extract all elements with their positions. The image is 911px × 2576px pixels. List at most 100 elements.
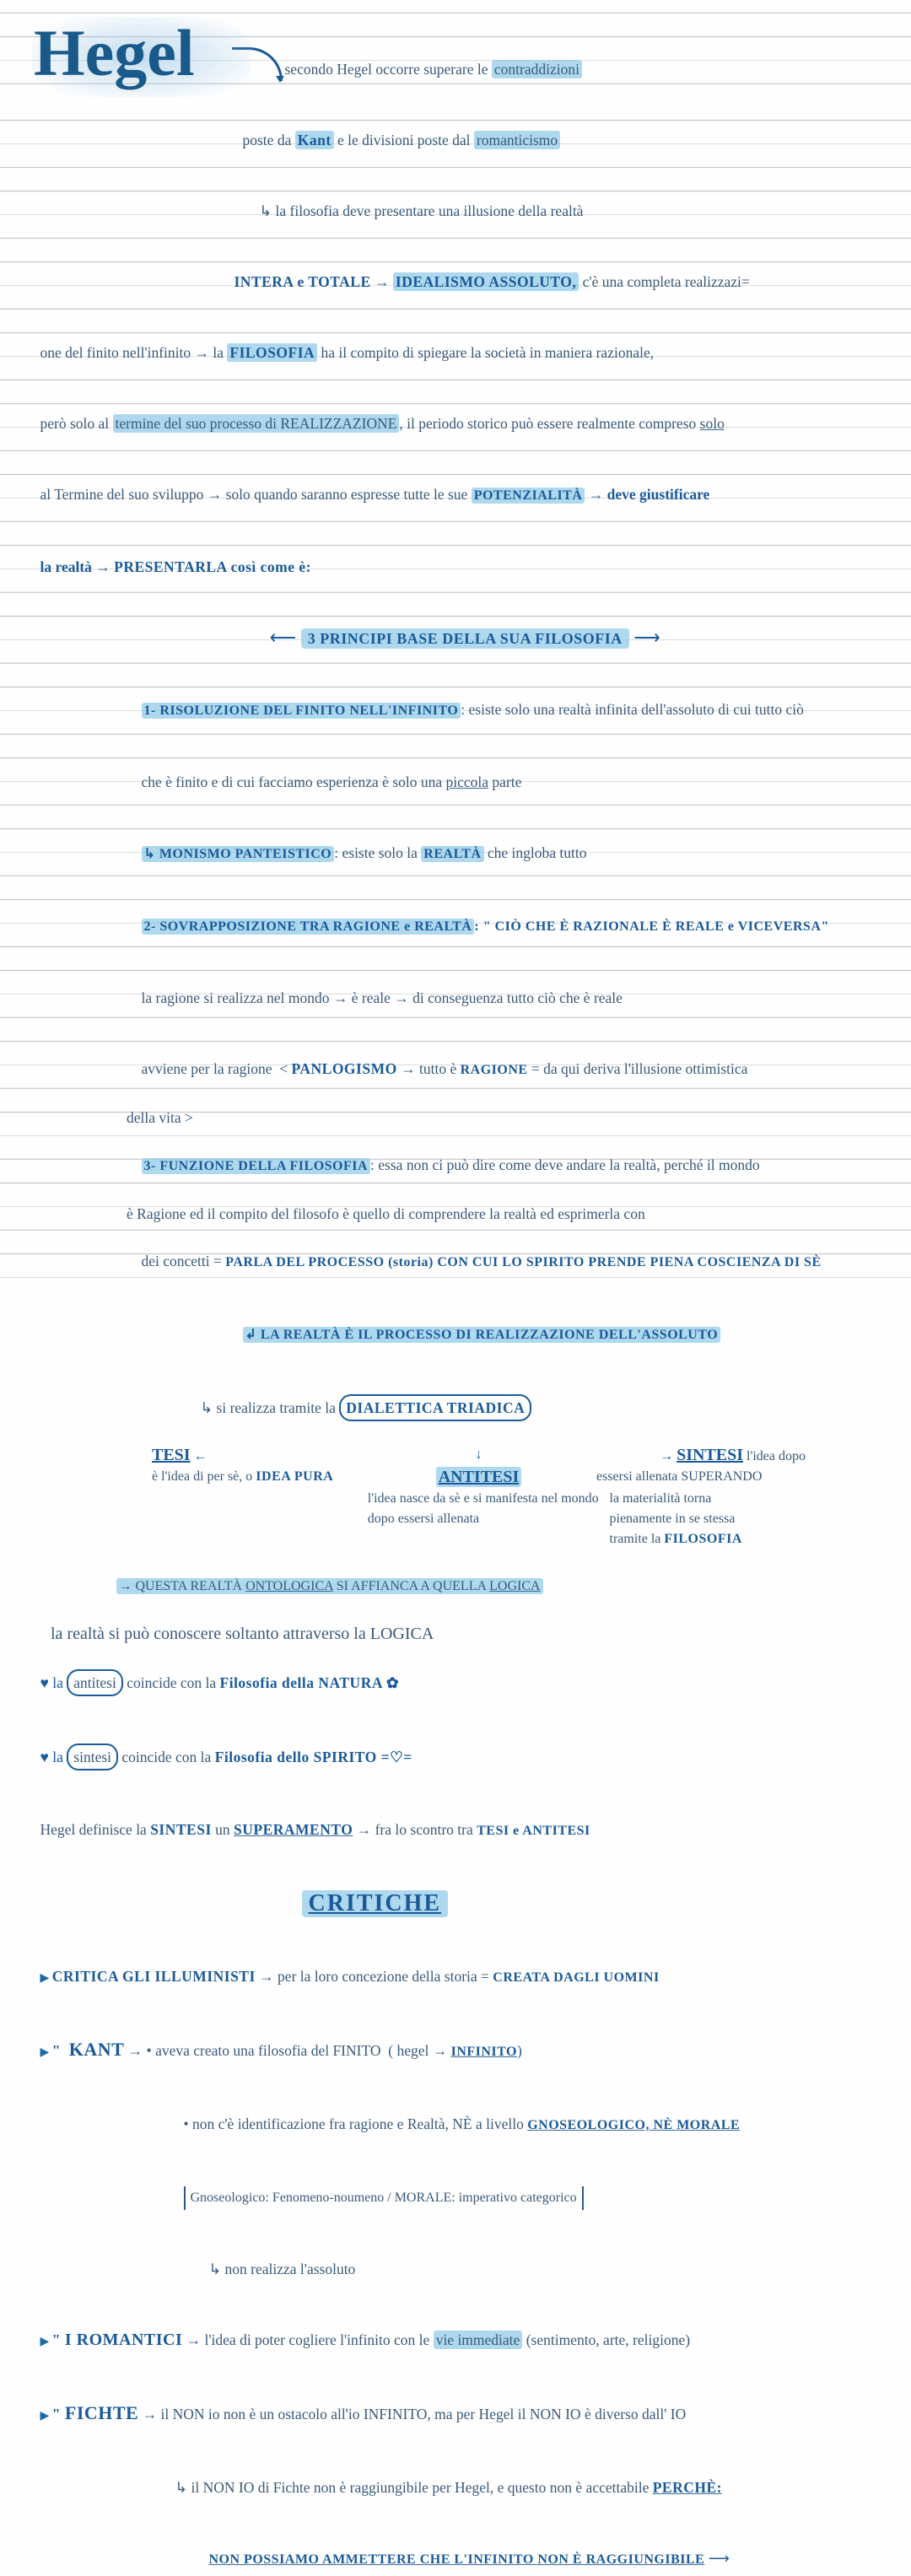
text: = da qui deriva l'illusione ottimistica [528, 1060, 748, 1077]
text: la materialità torna [610, 1491, 712, 1506]
heart-line-2: ♥ la sintesi coincide con la Filosofia d… [25, 1720, 890, 1794]
text: → tutto è [397, 1060, 461, 1077]
triad-row-4: dopo essersi allenata pienamente in se s… [25, 1509, 890, 1529]
heart-icon: ♥ la [40, 1674, 67, 1691]
text: l'idea nasce da sè e si manifesta nel mo… [368, 1491, 599, 1506]
intro-line-4: INTERA e TOTALE → IDEALISMO ASSOLUTO, c'… [25, 246, 890, 317]
text: essersi allenata SUPERANDO [596, 1469, 762, 1484]
deve-giustificare: deve giustificare [607, 486, 710, 503]
text: dopo essersi allenata [368, 1512, 479, 1526]
text: un [212, 1821, 234, 1838]
hl-monismo: ↳ MONISMO PANTEISTICO [142, 846, 335, 862]
principio-2-line: della vita > [25, 1106, 890, 1129]
hl-pr2: 2- SOVRAPPOSIZIONE TRA RAGIONE e REALTÀ [142, 919, 475, 935]
sintesi-word: SINTESI [150, 1821, 212, 1838]
text: ↳ non realizza l'assoluto [209, 2261, 356, 2277]
text: al Termine del suo sviluppo → solo quand… [40, 486, 472, 503]
principio-3-head: 3- FUNZIONE DELLA FILOSOFIA: essa non ci… [25, 1129, 890, 1202]
text: • non c'è identificazione fra ragione e … [184, 2115, 528, 2132]
text: poste da [243, 132, 295, 148]
arrow-icon: → [371, 273, 393, 290]
triad-row-5: tramite la FILOSOFIA [25, 1529, 890, 1549]
crit-romantici-head: I ROMANTICI [65, 2331, 182, 2349]
arrow-icon: → [92, 558, 114, 575]
ul-perche: PERCHÈ: [653, 2479, 722, 2496]
creata-uomini: CREATA DAGLI UOMINI [493, 1970, 659, 1985]
principio-2-line: avviene per la ragione < PANLOGISMO → tu… [25, 1033, 890, 1106]
principio-3-line: è Ragione ed il compito del filosofo è q… [25, 1202, 890, 1226]
principio-1-head: 1- RISOLUZIONE DEL FINITO NELL'INFINITO:… [25, 674, 890, 746]
filosofia-spirito: Filosofia dello SPIRITO =♡= [215, 1749, 412, 1765]
principi-header: ⟵ 3 PRINCIPI BASE DELLA SUA FILOSOFIA ⟶ [25, 602, 890, 674]
ul-infinito: INFINITO [451, 2045, 517, 2059]
heart-icon: ♥ la [40, 1749, 67, 1765]
quote: : " CIÒ CHE È RAZIONALE È REALE e VICEVE… [474, 919, 828, 934]
text: → il NON io non è un ostacolo all'io INF… [138, 2406, 686, 2422]
cloud-antitesi: antitesi [67, 1669, 123, 1696]
parla-processo: PARLA DEL PROCESSO (storia) CON CUI LO S… [225, 1255, 821, 1269]
hl-vie-immediate: vie immediate [434, 2331, 523, 2349]
filosofia-natura: Filosofia della NATURA ✿ [220, 1674, 400, 1691]
principio-2-line: la ragione si realizza nel mondo → è rea… [25, 962, 890, 1033]
cloud-sintesi: sintesi [67, 1743, 118, 1770]
cloud-dialettica: DIALETTICA TRIADICA [339, 1394, 531, 1421]
text: che ingloba tutto [484, 844, 587, 861]
hl-pr1: 1- RISOLUZIONE DEL FINITO NELL'INFINITO [142, 703, 461, 719]
text: dei concetti = [142, 1253, 226, 1269]
text: → • aveva creato una filosofia del FINIT… [124, 2042, 450, 2059]
text: (sentimento, arte, religione) [522, 2331, 690, 2348]
text: la realtà si può conoscere soltanto attr… [51, 1625, 434, 1643]
text: : esiste solo una realtà infinita dell'a… [461, 701, 804, 718]
text: però solo al [40, 415, 113, 432]
hl-realta: REALTÀ [421, 846, 483, 862]
para-line: però solo al termine del suo processo di… [25, 388, 890, 459]
triad-row-2: è l'idea di per sè, o IDEA PURA ANTITESI… [25, 1467, 890, 1489]
text: ha il compito di spiegare la società in … [317, 344, 654, 361]
text: c'è una completa realizzazi= [579, 273, 749, 290]
crit-kant-sub1: • non c'è identificazione fra ragione e … [25, 2088, 890, 2161]
hl-kant: Kant [295, 131, 334, 149]
hl-filosofia: FILOSOFIA [227, 343, 317, 362]
crit-illuministi-head: CRITICA GLI ILLUMINISTI [52, 1968, 256, 1985]
principio-3-sub1: ↲ LA REALTÀ È IL PROCESSO DI REALIZZAZIO… [25, 1298, 890, 1371]
bracket-gnoseologico: Gnoseologico: Fenomeno-noumeno / MORALE:… [184, 2186, 584, 2210]
principio-3-sub2: ↳ si realizza tramite la DIALETTICA TRIA… [25, 1371, 890, 1445]
text: ↳ si realizza tramite la [201, 1399, 340, 1416]
text: pienamente in se stessa [610, 1512, 736, 1526]
principio-2-head: 2- SOVRAPPOSIZIONE TRA RAGIONE e REALTÀ:… [25, 890, 890, 962]
text: della vita > [127, 1109, 193, 1126]
crit-fichte-sub2: NON POSSIAMO AMMETTERE CHE L'INFINITO NO… [25, 2523, 890, 2576]
para-line: la realtà → PRESENTARLA così come è: [25, 531, 890, 602]
ul-logica: LOGICA [489, 1579, 540, 1593]
text: → QUESTA REALTÀ [119, 1579, 246, 1593]
text: secondo Hegel occorre superare le [285, 61, 492, 78]
notes-content: secondo Hegel occorre superare le contra… [25, 34, 890, 2576]
intro-line-3: ↳ la filosofia deve presentare una illus… [25, 175, 890, 246]
hl-pr3: 3- FUNZIONE DELLA FILOSOFIA [142, 1158, 371, 1174]
intera-totale: INTERA e TOTALE [234, 273, 371, 290]
text: , il periodo storico può essere realment… [399, 415, 699, 432]
presentarla: PRESENTARLA così come è: [114, 558, 311, 575]
ul-ontologica: ONTOLOGICA [245, 1579, 333, 1593]
hl-idealismo: IDEALISMO ASSOLUTO, [393, 272, 579, 291]
hl-principi-title: 3 PRINCIPI BASE DELLA SUA FILOSOFIA [301, 628, 629, 649]
triangle-icon: ▶ [40, 2046, 52, 2059]
page-title: Hegel [34, 15, 195, 91]
triad-row-3: l'idea nasce da sè e si manifesta nel mo… [25, 1489, 890, 1509]
text: ) [517, 2042, 522, 2059]
text: coincide con la [118, 1749, 215, 1765]
text: l'idea dopo [747, 1449, 806, 1463]
intro-line-2: poste da Kant e le divisioni poste dal r… [25, 105, 890, 175]
filosofia-word: FILOSOFIA [664, 1532, 742, 1546]
text: la ragione si realizza nel mondo → è rea… [142, 989, 623, 1006]
text: → per la loro concezione della storia = [256, 1968, 493, 1985]
onto-line-3: Hegel definisce la SINTESI un SUPERAMENT… [25, 1794, 890, 1867]
ul-solo: solo [700, 415, 725, 432]
text: è l'idea di per sè, o [152, 1469, 256, 1484]
crit-illuministi: ▶ CRITICA GLI ILLUMINISTI → per la loro … [25, 1941, 890, 2014]
text: coincide con la [123, 1674, 220, 1691]
text: ↳ la filosofia deve presentare una illus… [260, 202, 584, 219]
triangle-icon: ▶ [40, 1972, 52, 1985]
superamento: SUPERAMENTO [234, 1821, 353, 1838]
crit-fichte-sub1: ↳ il NON IO di Fichte non è raggiungibil… [25, 2452, 890, 2523]
